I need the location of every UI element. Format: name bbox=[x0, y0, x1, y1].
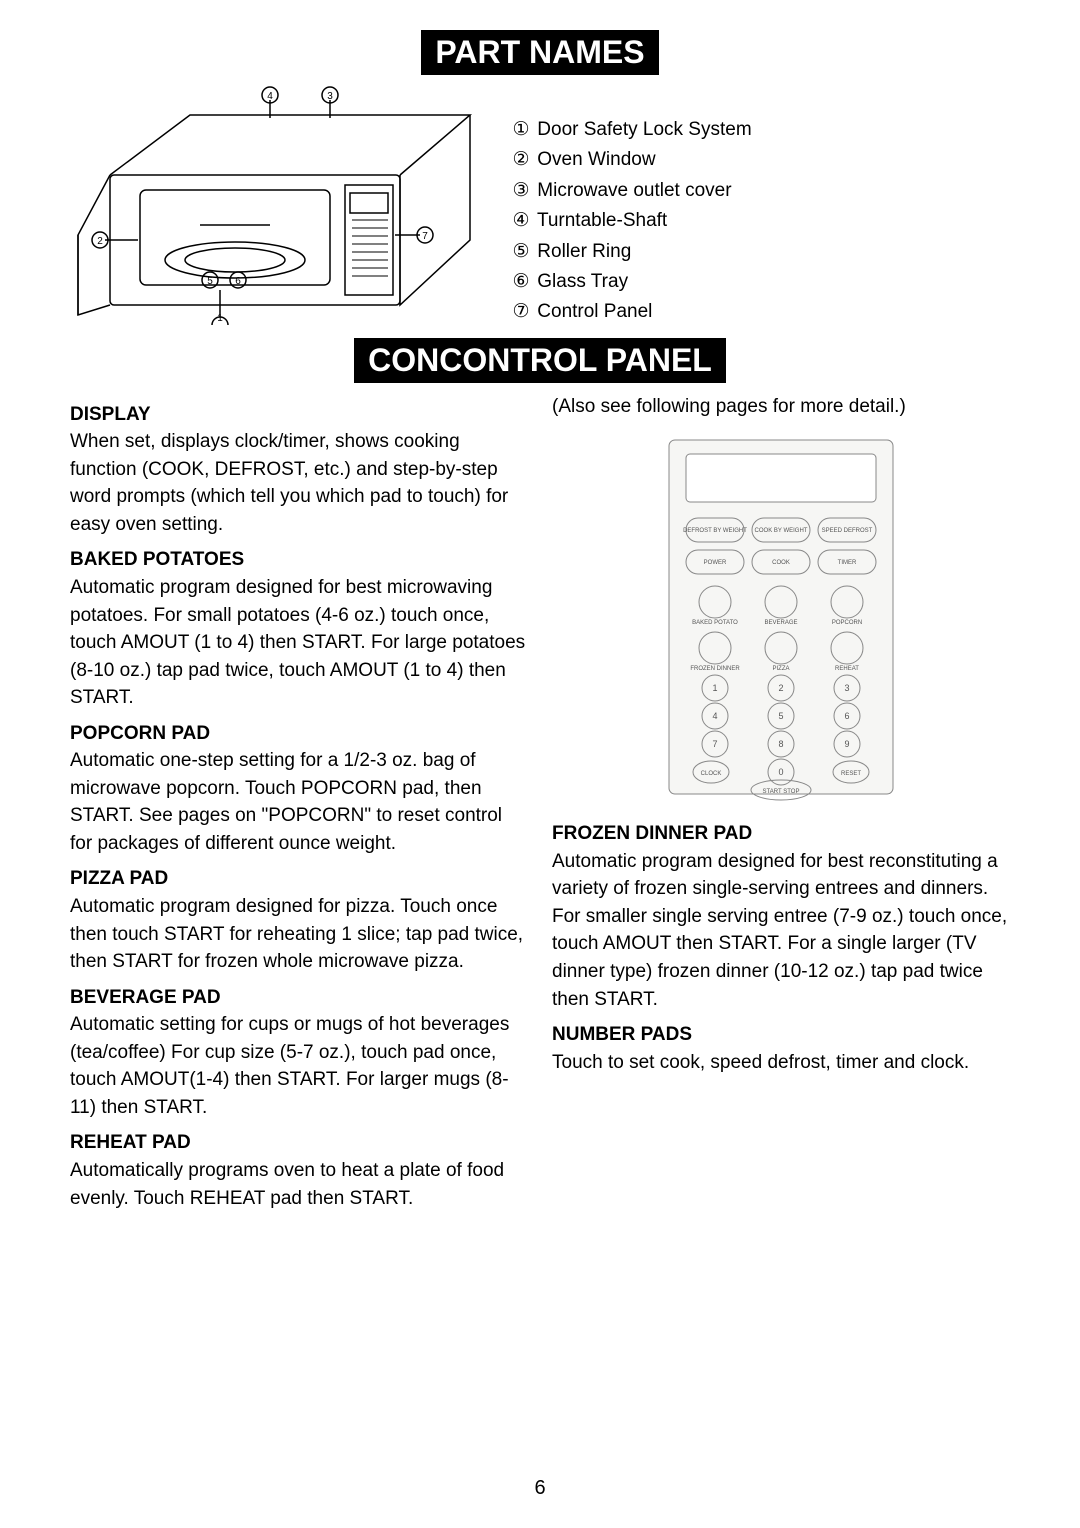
top-row: 4 3 2 7 5 6 1 ① Door Safety Lock System … bbox=[70, 85, 1010, 328]
callout-2: 2 bbox=[97, 236, 103, 247]
left-column: DISPLAY When set, displays clock/timer, … bbox=[70, 393, 528, 1212]
panel-label: DEFROST BY WEIGHT bbox=[683, 528, 747, 534]
part-num: ① bbox=[510, 115, 532, 145]
section-body: Automatic one-step setting for a 1/2-3 o… bbox=[70, 747, 528, 857]
part-label: Door Safety Lock System bbox=[537, 119, 751, 140]
section-heading: BEVERAGE PAD bbox=[70, 984, 528, 1012]
panel-label: TIMER bbox=[838, 560, 857, 566]
panel-num: RESET bbox=[841, 771, 861, 777]
panel-label: PIZZA bbox=[772, 666, 789, 672]
part-item: ② Oven Window bbox=[510, 145, 1010, 175]
panel-label: FROZEN DINNER bbox=[690, 666, 740, 672]
callout-4: 4 bbox=[267, 91, 273, 102]
parts-list: ① Door Safety Lock System ② Oven Window … bbox=[510, 85, 1010, 328]
panel-num: 9 bbox=[844, 739, 849, 749]
part-num: ④ bbox=[510, 206, 532, 236]
panel-label: SPEED DEFROST bbox=[822, 528, 873, 534]
right-column: (Also see following pages for more detai… bbox=[552, 393, 1010, 1212]
panel-num: 3 bbox=[844, 683, 849, 693]
part-names-banner: PART NAMES bbox=[421, 30, 658, 75]
panel-num: 4 bbox=[712, 711, 717, 721]
panel-num: 7 bbox=[712, 739, 717, 749]
part-item: ⑥ Glass Tray bbox=[510, 267, 1010, 297]
section-heading: BAKED POTATOES bbox=[70, 546, 528, 574]
part-item: ⑤ Roller Ring bbox=[510, 237, 1010, 267]
section-heading: POPCORN PAD bbox=[70, 720, 528, 748]
part-label: Control Panel bbox=[537, 301, 652, 322]
part-label: Glass Tray bbox=[537, 271, 628, 292]
section-body: Automatically programs oven to heat a pl… bbox=[70, 1157, 528, 1212]
panel-label: BAKED POTATO bbox=[692, 620, 738, 626]
body-columns: DISPLAY When set, displays clock/timer, … bbox=[70, 393, 1010, 1212]
section-body: Touch to set cook, speed defrost, timer … bbox=[552, 1049, 1010, 1077]
panel-label: BEVERAGE bbox=[764, 620, 797, 626]
part-label: Microwave outlet cover bbox=[537, 180, 731, 201]
section-heading: DISPLAY bbox=[70, 401, 528, 429]
panel-num: 8 bbox=[778, 739, 783, 749]
callout-6: 6 bbox=[235, 276, 241, 287]
callout-1: 1 bbox=[217, 313, 223, 324]
panel-start-label: START STOP bbox=[763, 789, 800, 795]
see-following-note: (Also see following pages for more detai… bbox=[552, 393, 1010, 421]
section-body: Automatic setting for cups or mugs of ho… bbox=[70, 1011, 528, 1121]
part-num: ③ bbox=[510, 176, 532, 206]
part-label: Oven Window bbox=[537, 149, 655, 170]
panel-label: POWER bbox=[704, 560, 727, 566]
part-num: ⑦ bbox=[510, 297, 532, 327]
panel-num: 0 bbox=[778, 767, 783, 777]
panel-label: REHEAT bbox=[835, 666, 859, 672]
part-item: ① Door Safety Lock System bbox=[510, 115, 1010, 145]
callout-3: 3 bbox=[327, 91, 333, 102]
panel-num: 5 bbox=[778, 711, 783, 721]
section-body: When set, displays clock/timer, shows co… bbox=[70, 428, 528, 538]
callout-5: 5 bbox=[207, 276, 213, 287]
panel-num: CLOCK bbox=[701, 771, 722, 777]
part-label: Turntable-Shaft bbox=[537, 210, 667, 231]
section-body: Automatic program designed for pizza. To… bbox=[70, 893, 528, 976]
control-panel-banner: CONCONTROL PANEL bbox=[354, 338, 726, 383]
panel-label: COOK BY WEIGHT bbox=[755, 528, 808, 534]
panel-num: 6 bbox=[844, 711, 849, 721]
section-heading: REHEAT PAD bbox=[70, 1129, 528, 1157]
panel-label: POPCORN bbox=[832, 620, 862, 626]
part-item: ④ Turntable-Shaft bbox=[510, 206, 1010, 236]
part-num: ⑥ bbox=[510, 267, 532, 297]
part-num: ⑤ bbox=[510, 237, 532, 267]
panel-num: 1 bbox=[712, 683, 717, 693]
section-heading: NUMBER PADS bbox=[552, 1021, 1010, 1049]
page-number: 6 bbox=[0, 1477, 1080, 1500]
section-body: Automatic program designed for best micr… bbox=[70, 574, 528, 712]
part-num: ② bbox=[510, 145, 532, 175]
part-item: ③ Microwave outlet cover bbox=[510, 176, 1010, 206]
callout-7: 7 bbox=[422, 231, 428, 242]
section-heading: FROZEN DINNER PAD bbox=[552, 820, 1010, 848]
microwave-illustration: 4 3 2 7 5 6 1 bbox=[70, 85, 490, 325]
section-heading: PIZZA PAD bbox=[70, 865, 528, 893]
panel-num: 2 bbox=[778, 683, 783, 693]
control-panel-illustration: DEFROST BY WEIGHT COOK BY WEIGHT SPEED D… bbox=[651, 432, 911, 802]
section-body: Automatic program designed for best reco… bbox=[552, 848, 1010, 1013]
part-item: ⑦ Control Panel bbox=[510, 297, 1010, 327]
part-label: Roller Ring bbox=[537, 241, 631, 262]
panel-label: COOK bbox=[772, 560, 790, 566]
